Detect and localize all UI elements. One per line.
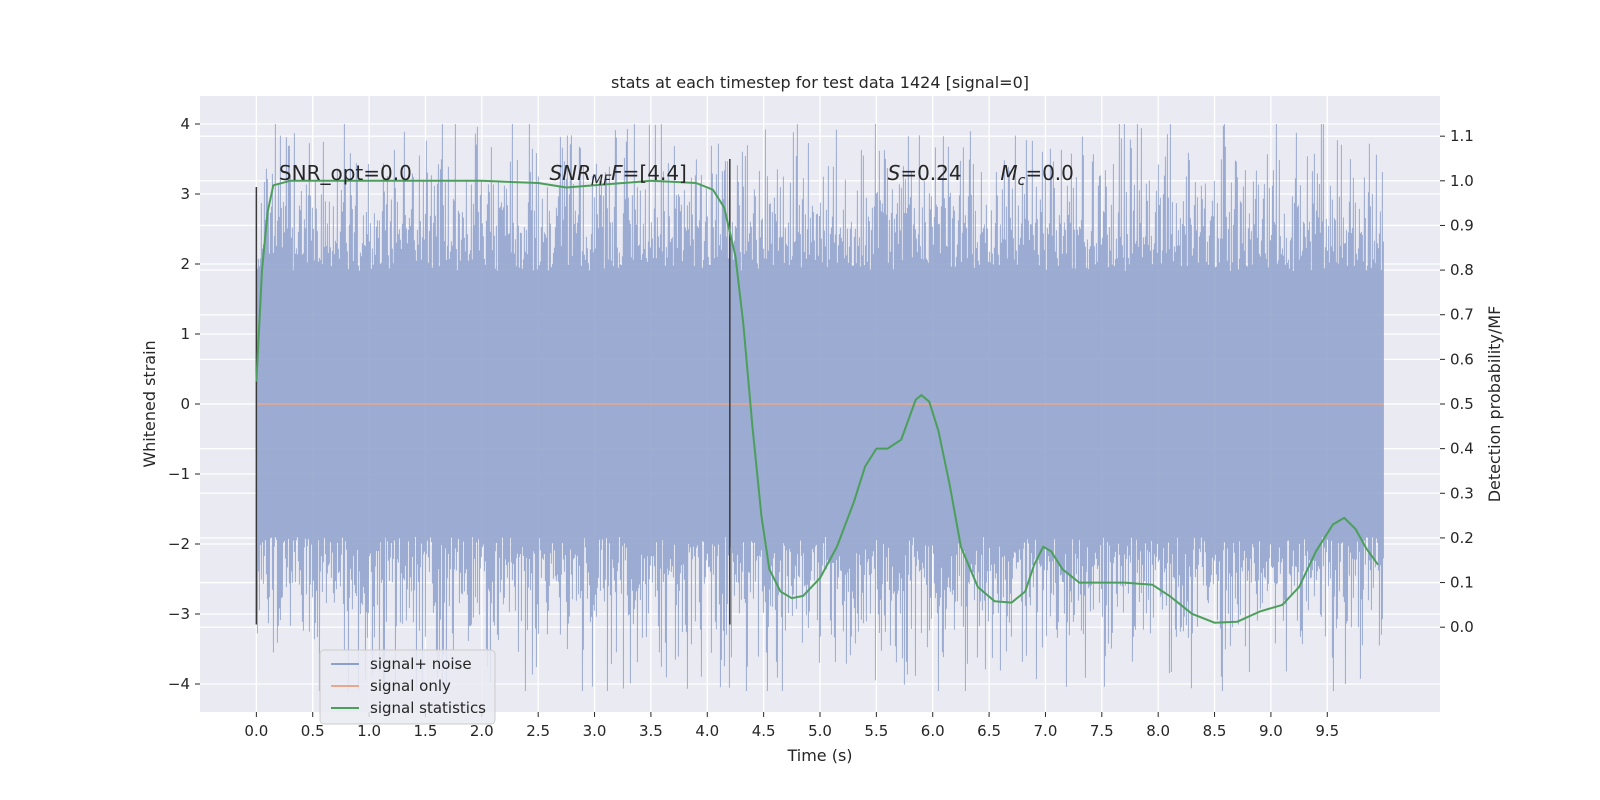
y2-tick-labels: 1.1 1.0 0.9 0.8 0.7 0.6 0.5 0.4 0.3 0.2 0.1 0.0: [1440, 127, 1474, 636]
series-signal-statistics: [255, 179, 1379, 624]
x-tick-label: 1.5: [414, 722, 438, 740]
stat-annotation: SNR_opt=0.0: [279, 161, 412, 185]
x-tick-label: 3.0: [583, 722, 607, 740]
y2-tick-label: 0.8: [1450, 261, 1474, 279]
x-tick-label: 5.5: [864, 722, 888, 740]
x-tick-label: 8.0: [1146, 722, 1170, 740]
x-tick-label: 9.0: [1259, 722, 1283, 740]
x-tick-label: 7.5: [1090, 722, 1114, 740]
stat-annotation: SNRMFF=[4.4]: [549, 161, 686, 189]
stat-annotation: S=0.24: [888, 161, 962, 185]
legend-label-signal-statistics: signal statistics: [370, 699, 486, 717]
y-axis-label: Whitened strain: [140, 340, 159, 467]
x-tick-label: 2.0: [470, 722, 494, 740]
y2-tick-label: 1.0: [1450, 172, 1474, 190]
y-tick-label: 1: [180, 325, 190, 343]
x-tick-label: 9.5: [1315, 722, 1339, 740]
y-tick-label: 2: [180, 255, 190, 273]
y2-tick-label: 0.6: [1450, 350, 1474, 368]
x-tick-label: 0.5: [301, 722, 325, 740]
y2-tick-label: 0.3: [1450, 484, 1474, 502]
x-tick-label: 1.0: [357, 722, 381, 740]
annotations: SNR_opt=0.0 SNRMFF=[4.4] S=0.24 Mc=0.0: [279, 161, 1074, 189]
x-tick-label: 4.0: [695, 722, 719, 740]
y2-tick-label: 1.1: [1450, 127, 1474, 145]
y-tick-label: 4: [180, 115, 190, 133]
legend-box: [319, 649, 496, 725]
x-tick-label: 3.5: [639, 722, 663, 740]
x-tick-label: 7.0: [1034, 722, 1058, 740]
stat-annotation: Mc=0.0: [1000, 161, 1074, 189]
y-tick-label: 3: [180, 185, 190, 203]
x-tick-label: 6.0: [921, 722, 945, 740]
y2-axis-label: Detection probability/MF: [1485, 306, 1504, 503]
y2-tick-label: 0.2: [1450, 529, 1474, 547]
y-tick-labels: 4 3 2 1 0 −1 −2 −3 −4: [168, 115, 200, 693]
legend: signal+ noise signal only signal statist…: [319, 649, 496, 725]
y2-tick-label: 0.1: [1450, 574, 1474, 592]
x-tick-label: 0.0: [244, 722, 268, 740]
y-tick-label: 0: [180, 395, 190, 413]
y-tick-label: −2: [168, 535, 190, 553]
signal-statistics-line: [255, 179, 1379, 624]
y-tick-label: −1: [168, 465, 190, 483]
chart-title: stats at each timestep for test data 142…: [611, 73, 1029, 92]
y2-tick-label: 0.4: [1450, 440, 1474, 458]
legend-label-signal-noise: signal+ noise: [370, 655, 472, 673]
x-tick-labels: 0.0 0.5 1.0 1.5 2.0 2.5 3.0 3.5 4.0 4.5 5.0 5.5 6.0 6…: [244, 712, 1339, 740]
y-tick-label: −3: [168, 605, 190, 623]
x-tick-label: 5.0: [808, 722, 832, 740]
vertical-markers: [255, 159, 731, 625]
y2-tick-label: 0.9: [1450, 216, 1474, 234]
x-tick-label: 8.5: [1203, 722, 1227, 740]
legend-label-signal-only: signal only: [370, 677, 451, 695]
y-tick-label: −4: [168, 675, 190, 693]
y2-tick-label: 0.0: [1450, 618, 1474, 636]
y2-tick-label: 0.7: [1450, 306, 1474, 324]
y2-tick-label: 0.5: [1450, 395, 1474, 413]
x-tick-label: 4.5: [752, 722, 776, 740]
x-axis-label: Time (s): [786, 746, 852, 765]
x-tick-label: 2.5: [526, 722, 550, 740]
x-tick-label: 6.5: [977, 722, 1001, 740]
